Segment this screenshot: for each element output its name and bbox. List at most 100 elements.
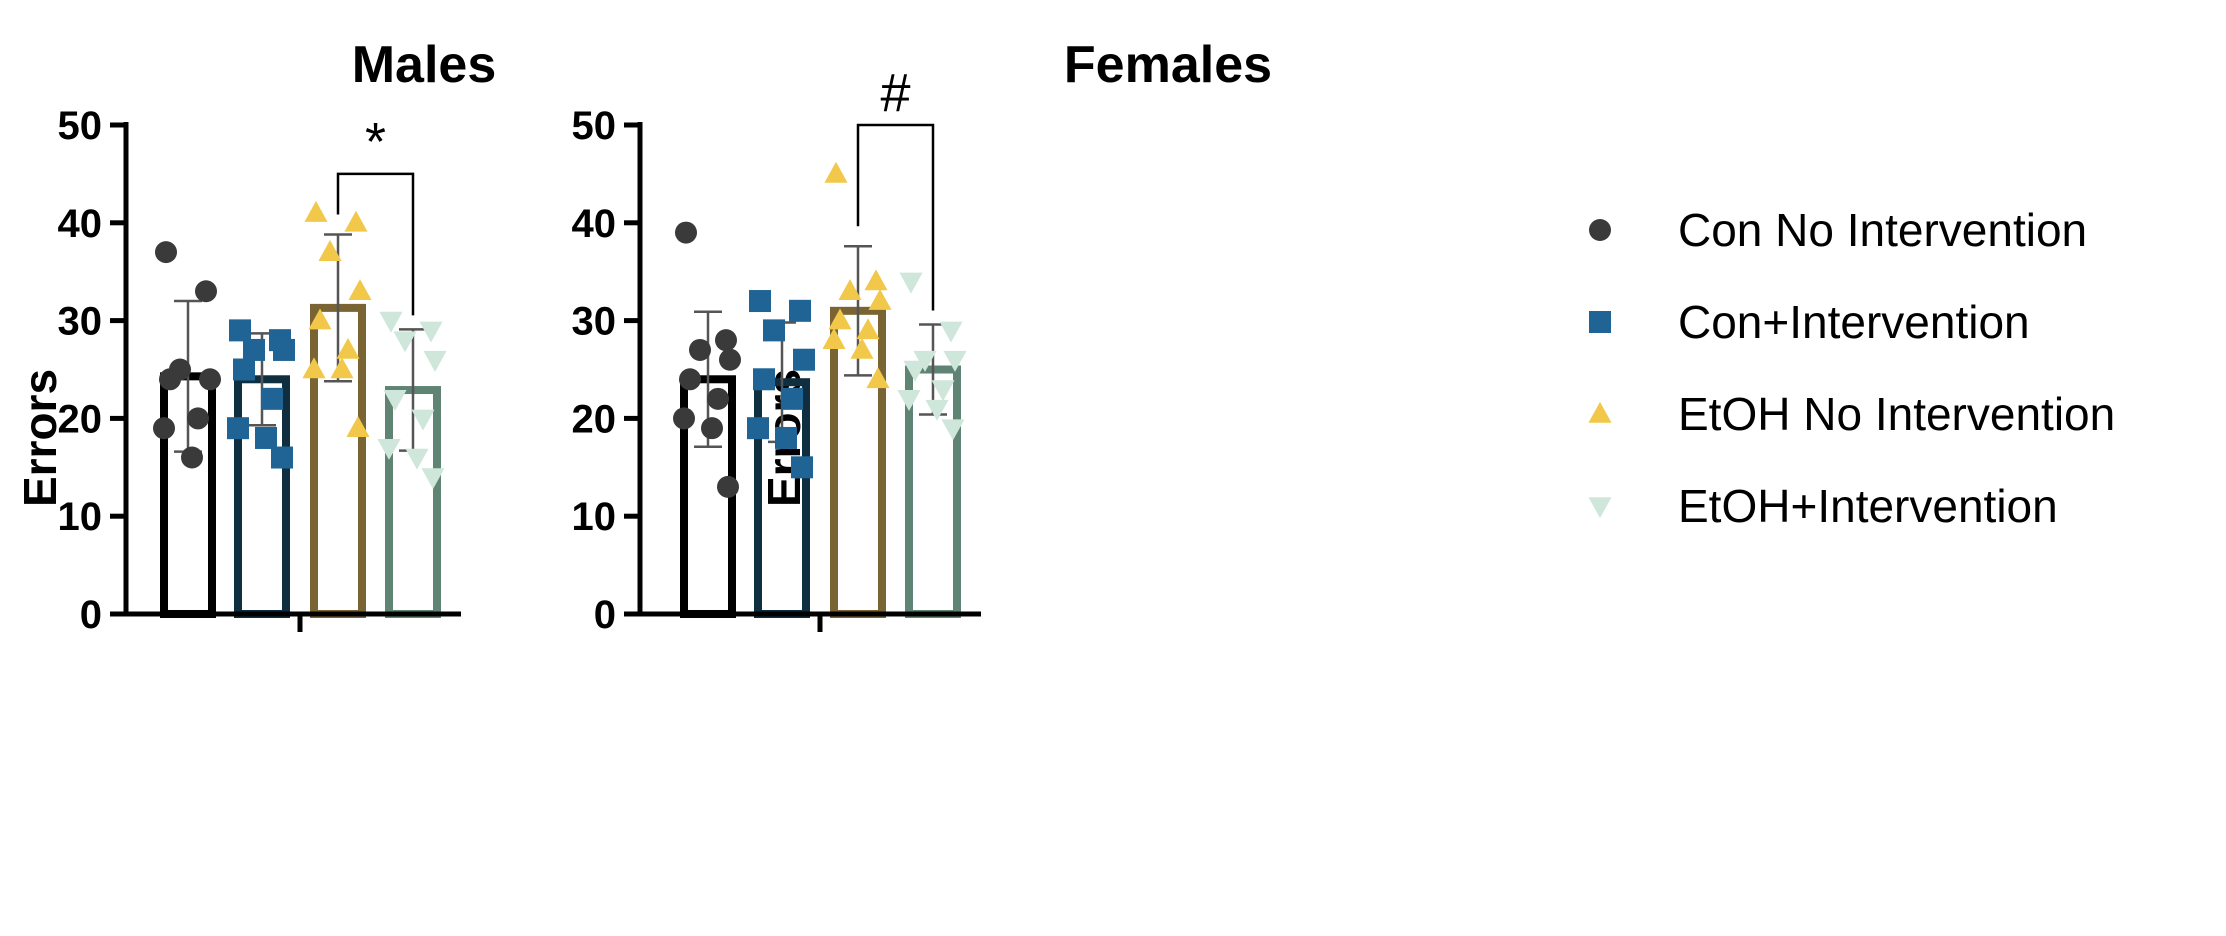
females-y-tick-label: 40 [572, 202, 617, 246]
males-point-con-no-intervention [195, 280, 217, 303]
females-point-con-intervention [789, 299, 811, 322]
females-point-con-no-intervention [707, 387, 729, 410]
females-y-tick-label: 10 [572, 495, 617, 539]
males-point-con-intervention [243, 338, 265, 361]
males-point-etoh-no-intervention [302, 357, 326, 379]
males-panel: Males Errors 0 10 20 30 40 50 * [14, 36, 496, 637]
males-points [153, 200, 447, 490]
males-point-etoh-intervention [423, 350, 447, 372]
females-point-etoh-no-intervention [856, 318, 880, 340]
females-point-etoh-no-intervention [850, 337, 874, 359]
legend-marker-square [1589, 311, 1611, 333]
males-point-etoh-intervention [405, 448, 429, 470]
females-point-etoh-intervention [931, 380, 955, 402]
males-point-con-no-intervention [187, 407, 209, 430]
females-point-etoh-no-intervention [838, 279, 862, 301]
males-point-con-no-intervention [153, 417, 175, 440]
females-point-con-no-intervention [701, 417, 723, 440]
legend-label: Con No Intervention [1678, 204, 2087, 256]
females-axes [637, 122, 981, 632]
males-point-con-intervention [229, 319, 251, 342]
females-point-etoh-no-intervention [822, 328, 846, 349]
legend-marker-triangle-up [1588, 401, 1612, 423]
males-significance: * [336, 112, 415, 316]
legend-marker-square [1589, 311, 1611, 333]
females-title: Females [1064, 36, 1272, 94]
females-point-con-intervention [775, 426, 797, 449]
males-significance-label: * [365, 112, 386, 172]
females-point-con-intervention [791, 456, 813, 479]
males-point-con-intervention [255, 426, 277, 449]
females-significance-bracket [856, 123, 935, 311]
legend-label: EtOH+Intervention [1678, 480, 2058, 532]
females-point-con-intervention [781, 387, 803, 410]
females-point-etoh-intervention [925, 399, 949, 421]
females-points [673, 161, 967, 498]
males-y-tick-label: 30 [58, 300, 103, 344]
legend-marker-triangle-down [1588, 497, 1612, 519]
females-y-tick-label: 50 [572, 104, 617, 148]
females-point-con-no-intervention [717, 475, 739, 498]
males-point-con-no-intervention [199, 368, 221, 391]
legend-marker-triangle-down [1588, 497, 1612, 519]
males-y-tick-label: 20 [58, 397, 103, 441]
females-point-con-no-intervention [679, 368, 701, 391]
legend-item-con-intervention: Con+Intervention [1589, 296, 2030, 348]
males-point-con-intervention [261, 387, 283, 410]
females-point-con-no-intervention [675, 221, 697, 244]
legend-label: EtOH No Intervention [1678, 388, 2115, 440]
males-point-etoh-no-intervention [318, 240, 342, 261]
males-point-etoh-intervention [379, 311, 403, 333]
males-point-etoh-no-intervention [348, 279, 372, 301]
males-point-con-no-intervention [181, 446, 203, 469]
males-y-tick-label: 0 [80, 593, 102, 637]
males-point-etoh-intervention [383, 390, 407, 411]
females-point-con-intervention [747, 417, 769, 440]
males-point-etoh-intervention [419, 321, 443, 343]
legend-item-etoh-no-intervention: EtOH No Intervention [1588, 388, 2115, 440]
females-point-con-intervention [749, 290, 771, 313]
males-title: Males [352, 36, 497, 94]
males-y-tick-label: 40 [58, 202, 103, 246]
females-point-etoh-intervention [899, 272, 923, 294]
males-point-con-no-intervention [155, 241, 177, 264]
males-y-tick-label: 10 [58, 495, 103, 539]
males-point-etoh-no-intervention [344, 210, 368, 232]
males-point-con-no-intervention [159, 368, 181, 391]
females-y-tick-label: 0 [594, 593, 616, 637]
females-y-ticks: 0 10 20 30 40 50 [572, 104, 640, 637]
males-point-etoh-no-intervention [336, 337, 360, 359]
legend-marker-circle [1589, 219, 1611, 241]
females-point-con-no-intervention [673, 407, 695, 430]
legend-label: Con+Intervention [1678, 296, 2030, 348]
females-point-con-intervention [793, 348, 815, 371]
males-point-etoh-no-intervention [304, 200, 328, 222]
males-point-etoh-intervention [377, 438, 401, 460]
males-point-etoh-no-intervention [330, 357, 354, 379]
legend-item-etoh-intervention: EtOH+Intervention [1588, 480, 2058, 532]
males-point-etoh-intervention [411, 409, 435, 431]
males-point-con-intervention [227, 417, 249, 440]
females-point-etoh-intervention [939, 321, 963, 343]
males-point-con-intervention [233, 358, 255, 381]
males-significance-bracket [336, 172, 415, 316]
females-point-etoh-no-intervention [866, 367, 890, 389]
males-axes [123, 122, 461, 632]
legend-marker-triangle-up [1588, 401, 1612, 423]
females-significance-label: # [880, 63, 910, 123]
females-point-etoh-intervention [941, 419, 965, 441]
females-significance: # [856, 63, 935, 311]
females-point-etoh-no-intervention [868, 288, 892, 310]
legend-marker-circle [1589, 219, 1611, 241]
females-point-con-no-intervention [715, 329, 737, 352]
males-point-etoh-no-intervention [346, 416, 370, 437]
females-point-con-no-intervention [689, 338, 711, 361]
females-y-tick-label: 30 [572, 300, 617, 344]
males-y-axis-label: Errors [14, 369, 66, 507]
legend-item-con-no-intervention: Con No Intervention [1589, 204, 2087, 256]
males-point-etoh-intervention [393, 331, 417, 353]
females-y-tick-label: 20 [572, 397, 617, 441]
females-point-etoh-no-intervention [864, 269, 888, 291]
males-point-con-intervention [273, 338, 295, 361]
